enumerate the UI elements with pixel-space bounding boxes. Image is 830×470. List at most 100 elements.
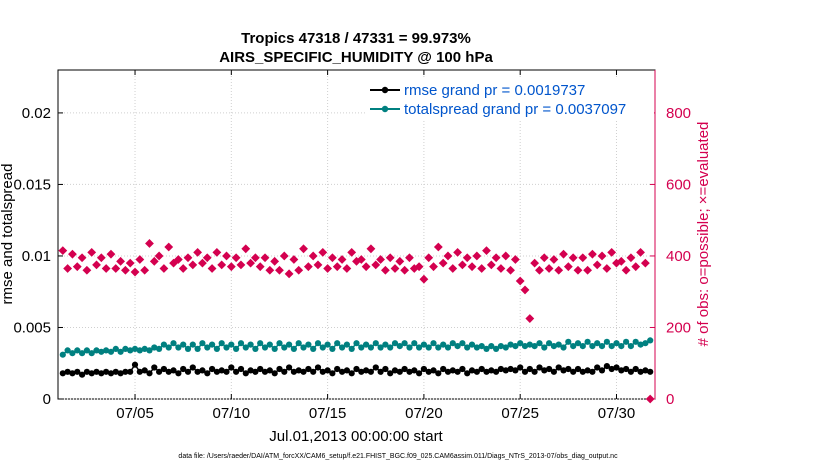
data-point xyxy=(574,340,582,347)
data-point xyxy=(189,341,196,348)
data-point xyxy=(420,341,427,348)
data-point xyxy=(295,340,302,347)
data-point xyxy=(121,265,130,275)
data-point xyxy=(342,264,352,273)
data-point xyxy=(483,368,490,375)
data-point xyxy=(507,341,514,348)
data-point xyxy=(339,344,346,351)
data-point xyxy=(266,341,273,348)
data-point xyxy=(411,340,418,347)
data-point xyxy=(632,365,639,373)
data-point xyxy=(550,368,558,375)
data-point xyxy=(406,368,413,375)
data-point xyxy=(477,264,487,273)
data-point xyxy=(453,247,463,257)
data-point xyxy=(391,340,399,347)
data-point xyxy=(559,249,568,259)
data-point xyxy=(241,244,251,254)
data-point xyxy=(424,253,434,263)
data-point xyxy=(443,251,453,261)
data-point xyxy=(323,264,333,273)
data-point xyxy=(242,370,249,377)
data-point xyxy=(299,244,308,254)
data-point xyxy=(334,365,341,373)
data-point xyxy=(616,256,626,266)
data-point xyxy=(578,253,588,263)
data-point xyxy=(618,367,625,374)
data-point xyxy=(131,345,139,352)
data-point xyxy=(536,364,543,371)
data-point xyxy=(565,365,572,373)
data-point xyxy=(247,367,254,374)
data-point xyxy=(390,264,400,273)
data-point xyxy=(401,365,408,373)
data-point xyxy=(637,368,644,375)
data-point xyxy=(93,368,100,375)
data-point xyxy=(247,341,254,348)
data-point xyxy=(173,255,183,264)
y-right-tick-label: 400 xyxy=(666,248,691,265)
data-point xyxy=(579,368,586,375)
data-point xyxy=(546,365,553,373)
data-point xyxy=(136,368,143,375)
data-point xyxy=(308,251,318,261)
data-point xyxy=(300,368,307,375)
data-point xyxy=(217,260,227,270)
data-point xyxy=(310,368,317,375)
data-point xyxy=(140,265,150,275)
data-point xyxy=(382,365,389,373)
data-point xyxy=(334,340,341,347)
data-point xyxy=(517,364,524,371)
data-point xyxy=(87,247,97,257)
data-point xyxy=(314,340,322,347)
data-point xyxy=(101,264,111,273)
data-point xyxy=(93,347,100,354)
data-point xyxy=(396,368,403,375)
data-point xyxy=(570,343,577,350)
legend-rmse-label: rmse grand pr = 0.0019737 xyxy=(404,82,585,99)
data-point xyxy=(82,265,92,275)
legend-spread-label: totalspread grand pr = 0.0037097 xyxy=(404,101,626,118)
data-point xyxy=(598,367,606,374)
data-point xyxy=(637,341,644,348)
data-point xyxy=(276,340,283,347)
y-axis-label-right: # of obs: o=possible; ×=evaluated xyxy=(695,122,712,347)
data-point xyxy=(396,343,403,350)
y-axis-label-left: rmse and totalspread xyxy=(0,164,16,305)
data-point xyxy=(328,253,337,263)
data-point xyxy=(497,343,504,350)
data-point xyxy=(642,340,649,347)
chart-title: Tropics 47318 / 47331 = 99.973% xyxy=(241,30,471,47)
data-point xyxy=(449,367,456,374)
data-point xyxy=(473,368,480,375)
data-point xyxy=(324,367,331,374)
data-point xyxy=(464,344,471,351)
data-point xyxy=(286,364,293,371)
data-point xyxy=(74,368,81,375)
data-point xyxy=(313,260,323,270)
data-point xyxy=(266,367,273,374)
data-point xyxy=(536,340,543,347)
data-point xyxy=(491,253,501,263)
data-point xyxy=(419,274,429,284)
data-point xyxy=(430,367,437,374)
data-point xyxy=(233,368,240,375)
data-point xyxy=(636,247,645,257)
data-point xyxy=(613,340,620,347)
data-point xyxy=(425,344,432,351)
data-point xyxy=(613,364,620,371)
data-point xyxy=(154,251,164,261)
data-point xyxy=(199,340,206,347)
data-point xyxy=(279,251,289,261)
data-point xyxy=(647,368,654,375)
data-point xyxy=(502,344,509,351)
data-point xyxy=(332,262,342,272)
data-point xyxy=(574,365,582,373)
data-point xyxy=(343,367,350,374)
data-point xyxy=(112,368,119,375)
data-point xyxy=(438,258,448,268)
data-point xyxy=(468,341,476,348)
data-point xyxy=(106,249,116,259)
data-point xyxy=(347,247,357,257)
legend-box xyxy=(366,79,654,119)
